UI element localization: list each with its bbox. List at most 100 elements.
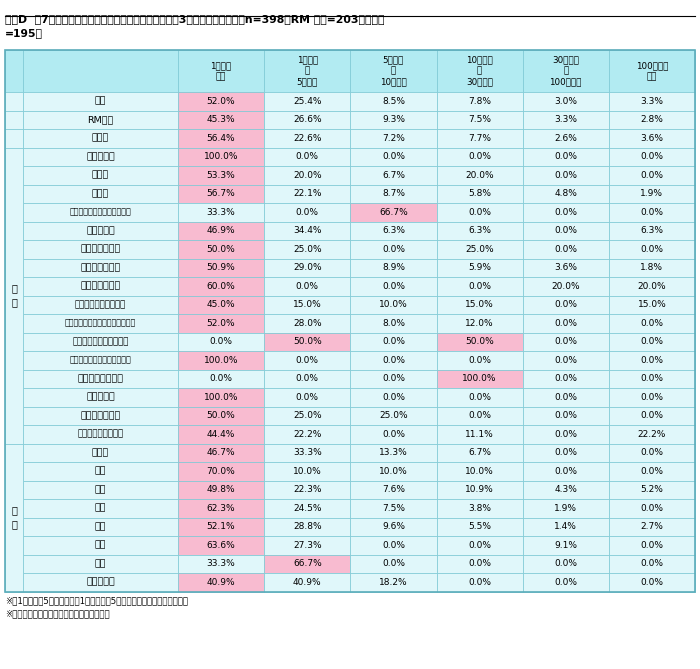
Text: 10.0%: 10.0% xyxy=(466,467,494,476)
Bar xyxy=(5,50,695,591)
Text: 2.8%: 2.8% xyxy=(640,115,664,124)
Bar xyxy=(523,536,609,555)
Bar xyxy=(350,314,437,332)
Text: 0.0%: 0.0% xyxy=(554,411,577,420)
Bar xyxy=(523,92,609,110)
Bar xyxy=(350,258,437,277)
Text: 関東: 関東 xyxy=(94,485,106,494)
Bar xyxy=(609,536,695,555)
Text: 1百万円
～
5百万円: 1百万円 ～ 5百万円 xyxy=(297,56,318,86)
Text: 66.7%: 66.7% xyxy=(293,559,321,568)
Text: 非会員: 非会員 xyxy=(92,134,109,142)
Text: 2.7%: 2.7% xyxy=(640,522,664,531)
Text: 0.0%: 0.0% xyxy=(468,356,491,365)
Bar xyxy=(609,573,695,591)
Text: 8.9%: 8.9% xyxy=(382,263,405,272)
Bar xyxy=(264,536,350,555)
Bar xyxy=(178,388,264,407)
Text: 66.7%: 66.7% xyxy=(379,208,408,217)
Text: 0.0%: 0.0% xyxy=(640,448,664,457)
Bar xyxy=(437,518,523,536)
Text: 0.0%: 0.0% xyxy=(554,429,577,439)
Text: ※「1百万円～5百万円」は、1百万円以上5百万円未満を表す。他も同様。: ※「1百万円～5百万円」は、1百万円以上5百万円未満を表す。他も同様。 xyxy=(5,597,188,605)
Bar xyxy=(23,110,178,129)
Text: 0.0%: 0.0% xyxy=(382,282,405,291)
Text: 医療、福祉: 医療、福祉 xyxy=(86,393,115,402)
Bar xyxy=(609,480,695,499)
Bar xyxy=(523,203,609,221)
Text: 0.0%: 0.0% xyxy=(640,318,664,328)
Bar xyxy=(350,388,437,407)
Bar xyxy=(609,92,695,110)
Text: RM会員: RM会員 xyxy=(88,115,113,124)
Text: 25.0%: 25.0% xyxy=(379,411,407,420)
Bar xyxy=(609,185,695,203)
Text: 1.9%: 1.9% xyxy=(640,189,664,198)
Text: 0.0%: 0.0% xyxy=(554,578,577,587)
Text: 52.1%: 52.1% xyxy=(206,522,235,531)
Bar xyxy=(264,499,350,518)
Text: 52.0%: 52.0% xyxy=(206,318,235,328)
Bar xyxy=(264,147,350,166)
Bar xyxy=(350,351,437,369)
Text: 34.4%: 34.4% xyxy=(293,226,321,235)
Bar xyxy=(523,166,609,185)
Bar xyxy=(350,480,437,499)
Bar xyxy=(178,129,264,147)
Bar xyxy=(178,277,264,296)
Bar xyxy=(178,203,264,221)
Bar xyxy=(178,369,264,388)
Text: ※背景色は、各区分で最も回答率が高い項目: ※背景色は、各区分で最も回答率が高い項目 xyxy=(5,609,110,619)
Text: 22.6%: 22.6% xyxy=(293,134,321,142)
Text: 6.3%: 6.3% xyxy=(468,226,491,235)
Bar xyxy=(437,480,523,499)
Text: 業
種: 業 種 xyxy=(11,284,17,308)
Text: 0.0%: 0.0% xyxy=(295,208,318,217)
Bar xyxy=(523,573,609,591)
Text: 東北: 東北 xyxy=(94,467,106,476)
Bar xyxy=(350,425,437,444)
Text: 100.0%: 100.0% xyxy=(204,153,238,161)
Text: 9.3%: 9.3% xyxy=(382,115,405,124)
Text: 5.9%: 5.9% xyxy=(468,263,491,272)
Bar xyxy=(264,388,350,407)
Bar xyxy=(437,499,523,518)
Bar xyxy=(23,388,178,407)
Bar xyxy=(264,462,350,480)
Text: 0.0%: 0.0% xyxy=(382,559,405,568)
Text: その他のサービス業: その他のサービス業 xyxy=(78,429,124,439)
Text: 8.5%: 8.5% xyxy=(382,97,405,106)
Text: 10.9%: 10.9% xyxy=(466,485,494,494)
Text: 26.6%: 26.6% xyxy=(293,115,321,124)
Bar xyxy=(350,129,437,147)
Bar xyxy=(23,555,178,573)
Bar xyxy=(609,499,695,518)
Bar xyxy=(437,203,523,221)
Text: 0.0%: 0.0% xyxy=(382,337,405,347)
Text: 教育、学習支援業: 教育、学習支援業 xyxy=(78,374,123,383)
Text: 22.2%: 22.2% xyxy=(638,429,666,439)
Text: 複合サービス業: 複合サービス業 xyxy=(80,411,120,420)
Text: 7.6%: 7.6% xyxy=(382,485,405,494)
Bar xyxy=(23,258,178,277)
Text: 7.8%: 7.8% xyxy=(468,97,491,106)
Text: 50.0%: 50.0% xyxy=(466,337,494,347)
Text: 3.3%: 3.3% xyxy=(640,97,664,106)
Text: 33.3%: 33.3% xyxy=(293,448,321,457)
Text: 3.6%: 3.6% xyxy=(640,134,664,142)
Bar xyxy=(350,166,437,185)
Text: 56.7%: 56.7% xyxy=(206,189,235,198)
Bar xyxy=(437,536,523,555)
Text: 0.0%: 0.0% xyxy=(554,448,577,457)
Text: 中国: 中国 xyxy=(94,541,106,550)
Text: 2.6%: 2.6% xyxy=(554,134,577,142)
Bar xyxy=(23,314,178,332)
Bar xyxy=(437,425,523,444)
Bar xyxy=(264,166,350,185)
Bar xyxy=(23,92,178,110)
Bar xyxy=(23,185,178,203)
Bar xyxy=(23,240,178,258)
Text: 1百万円
未満: 1百万円 未満 xyxy=(211,61,232,81)
Text: 0.0%: 0.0% xyxy=(640,411,664,420)
Bar xyxy=(437,351,523,369)
